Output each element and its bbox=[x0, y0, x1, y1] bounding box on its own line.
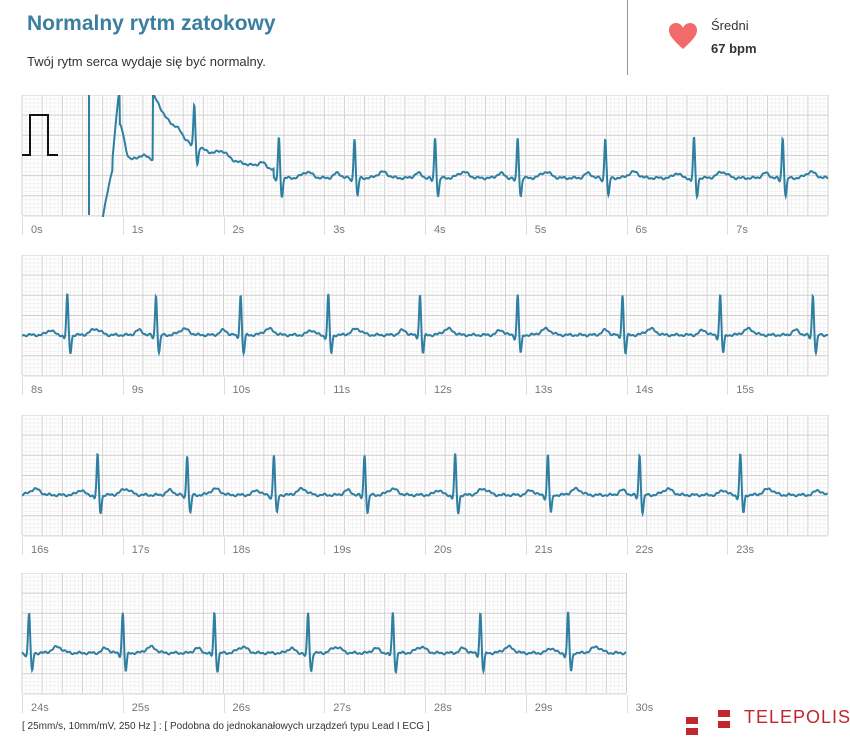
tick-line bbox=[525, 377, 527, 395]
ecg-trace bbox=[101, 95, 829, 217]
time-tick-label: 23s bbox=[736, 544, 754, 556]
tick-line bbox=[122, 217, 124, 235]
time-tick-label: 22s bbox=[635, 544, 654, 556]
tick-line bbox=[22, 377, 23, 395]
ecg-trace bbox=[22, 293, 829, 357]
time-tick-label: 27s bbox=[333, 702, 351, 714]
tick-line bbox=[626, 217, 628, 235]
time-tick-label: 0s bbox=[31, 224, 43, 236]
ecg-grid bbox=[21, 255, 829, 377]
tick-line bbox=[223, 377, 225, 395]
time-tick-label: 3s bbox=[333, 224, 345, 236]
recording-settings: [ 25mm/s, 10mm/mV, 250 Hz ] : [ Podobna … bbox=[22, 721, 430, 732]
time-tick-label: 16s bbox=[31, 544, 49, 556]
time-tick-label: 28s bbox=[434, 702, 452, 714]
tick-line bbox=[626, 377, 628, 395]
tick-line bbox=[324, 377, 326, 395]
time-tick-label: 30s bbox=[635, 702, 654, 714]
time-tick-label: 8s bbox=[31, 384, 43, 396]
time-tick-label: 6s bbox=[635, 224, 648, 236]
tick-line bbox=[525, 695, 527, 713]
time-tick-label: 11s bbox=[333, 384, 351, 396]
tick-line bbox=[425, 695, 426, 713]
calibration-pulse bbox=[22, 114, 58, 156]
time-tick-label: 14s bbox=[635, 384, 654, 396]
tick-line bbox=[324, 217, 326, 235]
ecg-strip-1 bbox=[21, 95, 829, 217]
time-tick-label: 9s bbox=[131, 384, 144, 396]
time-tick-label: 12s bbox=[434, 384, 452, 396]
tick-line bbox=[626, 537, 628, 555]
tick-line bbox=[122, 537, 124, 555]
tick-line bbox=[223, 537, 225, 555]
time-tick-label: 10s bbox=[232, 384, 251, 396]
tick-line bbox=[525, 217, 527, 235]
ecg-strip-4 bbox=[21, 573, 627, 695]
time-tick-label: 5s bbox=[534, 224, 547, 236]
ecg-trace bbox=[21, 611, 627, 675]
time-tick-label: 1s bbox=[131, 224, 144, 236]
time-tick-label: 26s bbox=[232, 702, 251, 714]
time-tick-label: 25s bbox=[131, 702, 150, 714]
time-tick-label: 7s bbox=[736, 224, 748, 236]
average-bpm: 67 bpm bbox=[711, 41, 757, 56]
time-tick-label: 29s bbox=[534, 702, 553, 714]
ecg-grid bbox=[21, 415, 829, 537]
ecg-strip-3 bbox=[21, 415, 829, 537]
ecg-grid bbox=[21, 573, 627, 695]
tick-line bbox=[22, 537, 23, 555]
tick-line bbox=[626, 695, 628, 713]
time-tick-label: 15s bbox=[736, 384, 754, 396]
tick-line bbox=[122, 695, 124, 713]
telepolis-logo-text: TELEPOLIS bbox=[744, 707, 850, 727]
tick-line bbox=[122, 377, 124, 395]
time-tick-label: 19s bbox=[333, 544, 351, 556]
time-tick-label: 4s bbox=[434, 224, 446, 236]
tick-line bbox=[324, 537, 326, 555]
header-divider bbox=[627, 0, 628, 75]
rhythm-title: Normalny rytm zatokowy bbox=[27, 12, 276, 35]
tick-line bbox=[223, 217, 225, 235]
tick-line bbox=[324, 695, 326, 713]
time-tick-label: 21s bbox=[534, 544, 553, 556]
tick-line bbox=[727, 217, 729, 235]
time-tick-label: 17s bbox=[131, 544, 150, 556]
tick-line bbox=[425, 537, 426, 555]
time-tick-label: 2s bbox=[232, 224, 245, 236]
tick-line bbox=[727, 537, 729, 555]
tick-line bbox=[22, 695, 23, 713]
tick-line bbox=[22, 217, 23, 235]
tick-line bbox=[425, 217, 426, 235]
tick-line bbox=[727, 377, 729, 395]
ecg-trace bbox=[21, 452, 829, 518]
time-tick-label: 18s bbox=[232, 544, 251, 556]
time-tick-label: 13s bbox=[534, 384, 553, 396]
heart-icon bbox=[669, 23, 697, 49]
tick-line bbox=[223, 695, 225, 713]
time-tick-label: 20s bbox=[434, 544, 452, 556]
tick-line bbox=[525, 537, 527, 555]
tick-line bbox=[425, 377, 426, 395]
ecg-strip-2 bbox=[21, 255, 829, 377]
time-tick-label: 24s bbox=[31, 702, 49, 714]
average-label: Średni bbox=[711, 18, 749, 33]
rhythm-description: Twój rytm serca wydaje się być normalny. bbox=[27, 54, 266, 69]
telepolis-logo-icon bbox=[686, 710, 730, 735]
